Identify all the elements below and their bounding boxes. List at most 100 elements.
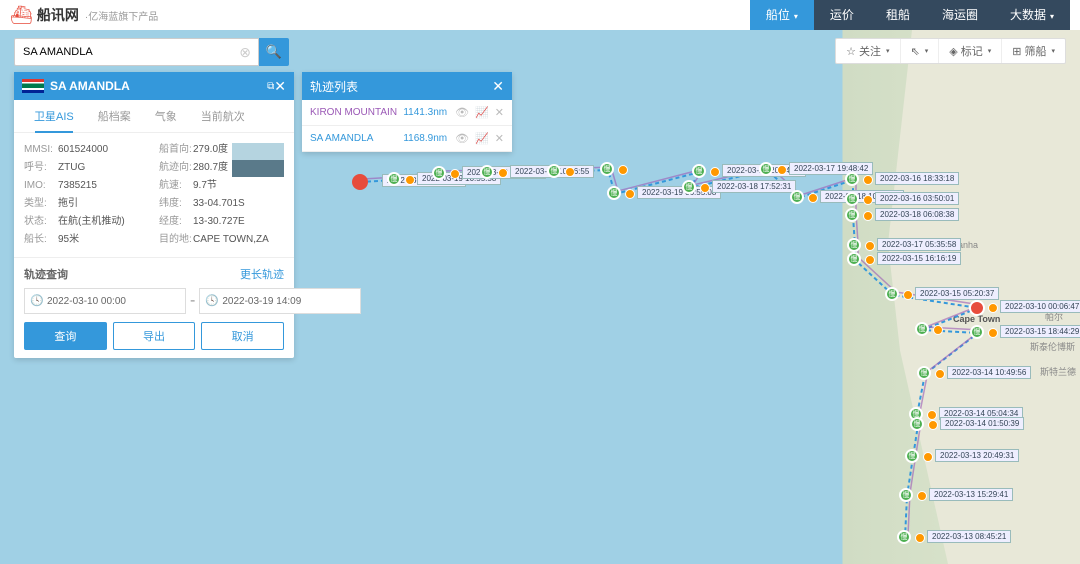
info-value: 7385215 bbox=[58, 177, 97, 195]
waypoint-orange-icon bbox=[915, 533, 925, 543]
track-list-row: KIRON MOUNTAIN1141.3nm 👁 📈 ✕ bbox=[302, 100, 512, 126]
toolbar-item[interactable]: ⊞筛船▾ bbox=[1002, 39, 1065, 63]
close-icon[interactable]: ✕ bbox=[274, 78, 286, 95]
eye-icon[interactable]: 👁 bbox=[455, 106, 469, 119]
toolbar-item[interactable]: ◈标记▾ bbox=[939, 39, 1002, 63]
info-label: 呼号: bbox=[24, 159, 58, 177]
close-icon[interactable]: ✕ bbox=[492, 78, 504, 95]
waypoint-marker-icon: 慢 bbox=[759, 162, 773, 176]
waypoint-orange-icon bbox=[565, 167, 575, 177]
info-row: IMO:7385215 bbox=[24, 177, 149, 195]
export-button[interactable]: 导出 bbox=[113, 322, 196, 350]
remove-icon[interactable]: ✕ bbox=[495, 132, 504, 145]
waypoint-orange-icon bbox=[988, 303, 998, 313]
info-value: 601524000 bbox=[58, 141, 108, 159]
track-ship-name[interactable]: KIRON MOUNTAIN bbox=[310, 107, 403, 118]
ship-tab[interactable]: 当前航次 bbox=[189, 100, 257, 132]
ship-thumbnail[interactable] bbox=[232, 143, 284, 177]
clear-icon[interactable]: ⊗ bbox=[239, 44, 251, 61]
logo-text: 船讯网 bbox=[37, 5, 79, 25]
tool-icon: ⇖ bbox=[911, 45, 920, 58]
waypoint-timestamp: 2022-03-13 08:45:21 bbox=[927, 530, 1011, 543]
track-distance: 1168.9nm bbox=[403, 133, 447, 144]
nav-item[interactable]: 运价 bbox=[814, 0, 870, 30]
waypoint-marker-icon: 慢 bbox=[607, 186, 621, 200]
waypoint-orange-icon bbox=[927, 410, 937, 420]
waypoint-marker-icon: 慢 bbox=[547, 164, 561, 178]
info-row: 经度:13-30.727E bbox=[159, 213, 284, 231]
waypoint-marker-icon: 慢 bbox=[897, 530, 911, 544]
info-label: 经度: bbox=[159, 213, 193, 231]
info-row: 类型:拖引 bbox=[24, 195, 149, 213]
info-row: 状态:在航(主机推动) bbox=[24, 213, 149, 231]
search-icon: 🔍 bbox=[266, 44, 282, 60]
toolbar-item[interactable]: ☆关注▾ bbox=[836, 39, 900, 63]
ship-tab[interactable]: 卫星AIS bbox=[22, 100, 86, 132]
date-separator: - bbox=[190, 292, 195, 310]
search-bar: ⊗ 🔍 bbox=[14, 38, 289, 66]
track-distance: 1141.3nm bbox=[403, 107, 447, 118]
chart-icon[interactable]: 📈 bbox=[475, 106, 489, 119]
toolbar-item[interactable]: ⇖▾ bbox=[901, 39, 940, 63]
waypoint-orange-icon bbox=[710, 167, 720, 177]
waypoint-orange-icon bbox=[808, 193, 818, 203]
waypoint-marker-icon: 慢 bbox=[910, 417, 924, 431]
info-row: 呼号:ZTUG bbox=[24, 159, 149, 177]
waypoint-timestamp: 2022-03-15 05:20:37 bbox=[915, 287, 999, 300]
external-link-icon[interactable]: ⧉ bbox=[267, 81, 274, 92]
info-label: 船首向: bbox=[159, 141, 193, 159]
remove-icon[interactable]: ✕ bbox=[495, 106, 504, 119]
track-ship-name[interactable]: SA AMANDLA bbox=[310, 133, 403, 144]
track-query-more-link[interactable]: 更长轨迹 bbox=[240, 266, 284, 282]
date-from-input[interactable] bbox=[24, 288, 186, 314]
clock-icon: 🕓 bbox=[30, 294, 44, 307]
date-to-input[interactable] bbox=[199, 288, 361, 314]
waypoint-orange-icon bbox=[923, 452, 933, 462]
info-label: 航迹向: bbox=[159, 159, 193, 177]
info-label: 纬度: bbox=[159, 195, 193, 213]
button-row: 查询 导出 取消 bbox=[24, 322, 284, 350]
info-row: 纬度:33-04.701S bbox=[159, 195, 284, 213]
waypoint-orange-icon bbox=[450, 169, 460, 179]
map-label: 斯特兰德 bbox=[1040, 365, 1076, 378]
chart-icon[interactable]: 📈 bbox=[475, 132, 489, 145]
info-row: MMSI:601524000 bbox=[24, 141, 149, 159]
waypoint-marker-icon: 慢 bbox=[917, 366, 931, 380]
start-marker-icon bbox=[352, 174, 368, 190]
info-row: 目的地:CAPE TOWN,ZA bbox=[159, 231, 284, 249]
query-button[interactable]: 查询 bbox=[24, 322, 107, 350]
waypoint-marker-icon: 慢 bbox=[847, 252, 861, 266]
nav-item[interactable]: 租船 bbox=[870, 0, 926, 30]
waypoint-marker-icon: 慢 bbox=[915, 322, 929, 336]
ship-tab[interactable]: 船档案 bbox=[86, 100, 143, 132]
logo[interactable]: ⛴ 船讯网 ·亿海蓝旗下产品 bbox=[10, 5, 158, 26]
search-button[interactable]: 🔍 bbox=[259, 38, 289, 66]
waypoint-marker-icon: 慢 bbox=[905, 449, 919, 463]
waypoint-marker-icon: 慢 bbox=[387, 172, 401, 186]
info-value: 95米 bbox=[58, 231, 79, 249]
nav-item[interactable]: 大数据▾ bbox=[994, 0, 1070, 30]
nav-item[interactable]: 船位▾ bbox=[750, 0, 814, 30]
info-row: 船长:95米 bbox=[24, 231, 149, 249]
waypoint-timestamp: 2022-03-15 16:16:19 bbox=[877, 252, 961, 265]
logo-icon: ⛴ bbox=[10, 5, 33, 26]
cancel-button[interactable]: 取消 bbox=[201, 322, 284, 350]
waypoint-timestamp: 2022-03-17 19:48:42 bbox=[789, 162, 873, 175]
search-input[interactable] bbox=[14, 38, 259, 66]
info-value: 在航(主机推动) bbox=[58, 213, 125, 231]
waypoint-orange-icon bbox=[917, 491, 927, 501]
eye-icon[interactable]: 👁 bbox=[455, 132, 469, 145]
waypoint-orange-icon bbox=[625, 189, 635, 199]
waypoint-orange-icon bbox=[863, 175, 873, 185]
map-toolbar: ☆关注▾⇖▾◈标记▾⊞筛船▾ bbox=[835, 38, 1066, 64]
waypoint-timestamp: 2022-03-15 18:44:29 bbox=[1000, 325, 1080, 338]
track-query-title: 轨迹查询 bbox=[24, 266, 68, 282]
waypoint-marker-icon: 慢 bbox=[692, 164, 706, 178]
tool-icon: ◈ bbox=[949, 45, 957, 58]
waypoint-orange-icon bbox=[777, 165, 787, 175]
destination-pin-icon[interactable] bbox=[969, 300, 985, 316]
waypoint-timestamp: 2022-03-18 06:08:38 bbox=[875, 208, 959, 221]
info-label: 航速: bbox=[159, 177, 193, 195]
nav-item[interactable]: 海运圈 bbox=[926, 0, 994, 30]
ship-tab[interactable]: 气象 bbox=[143, 100, 189, 132]
